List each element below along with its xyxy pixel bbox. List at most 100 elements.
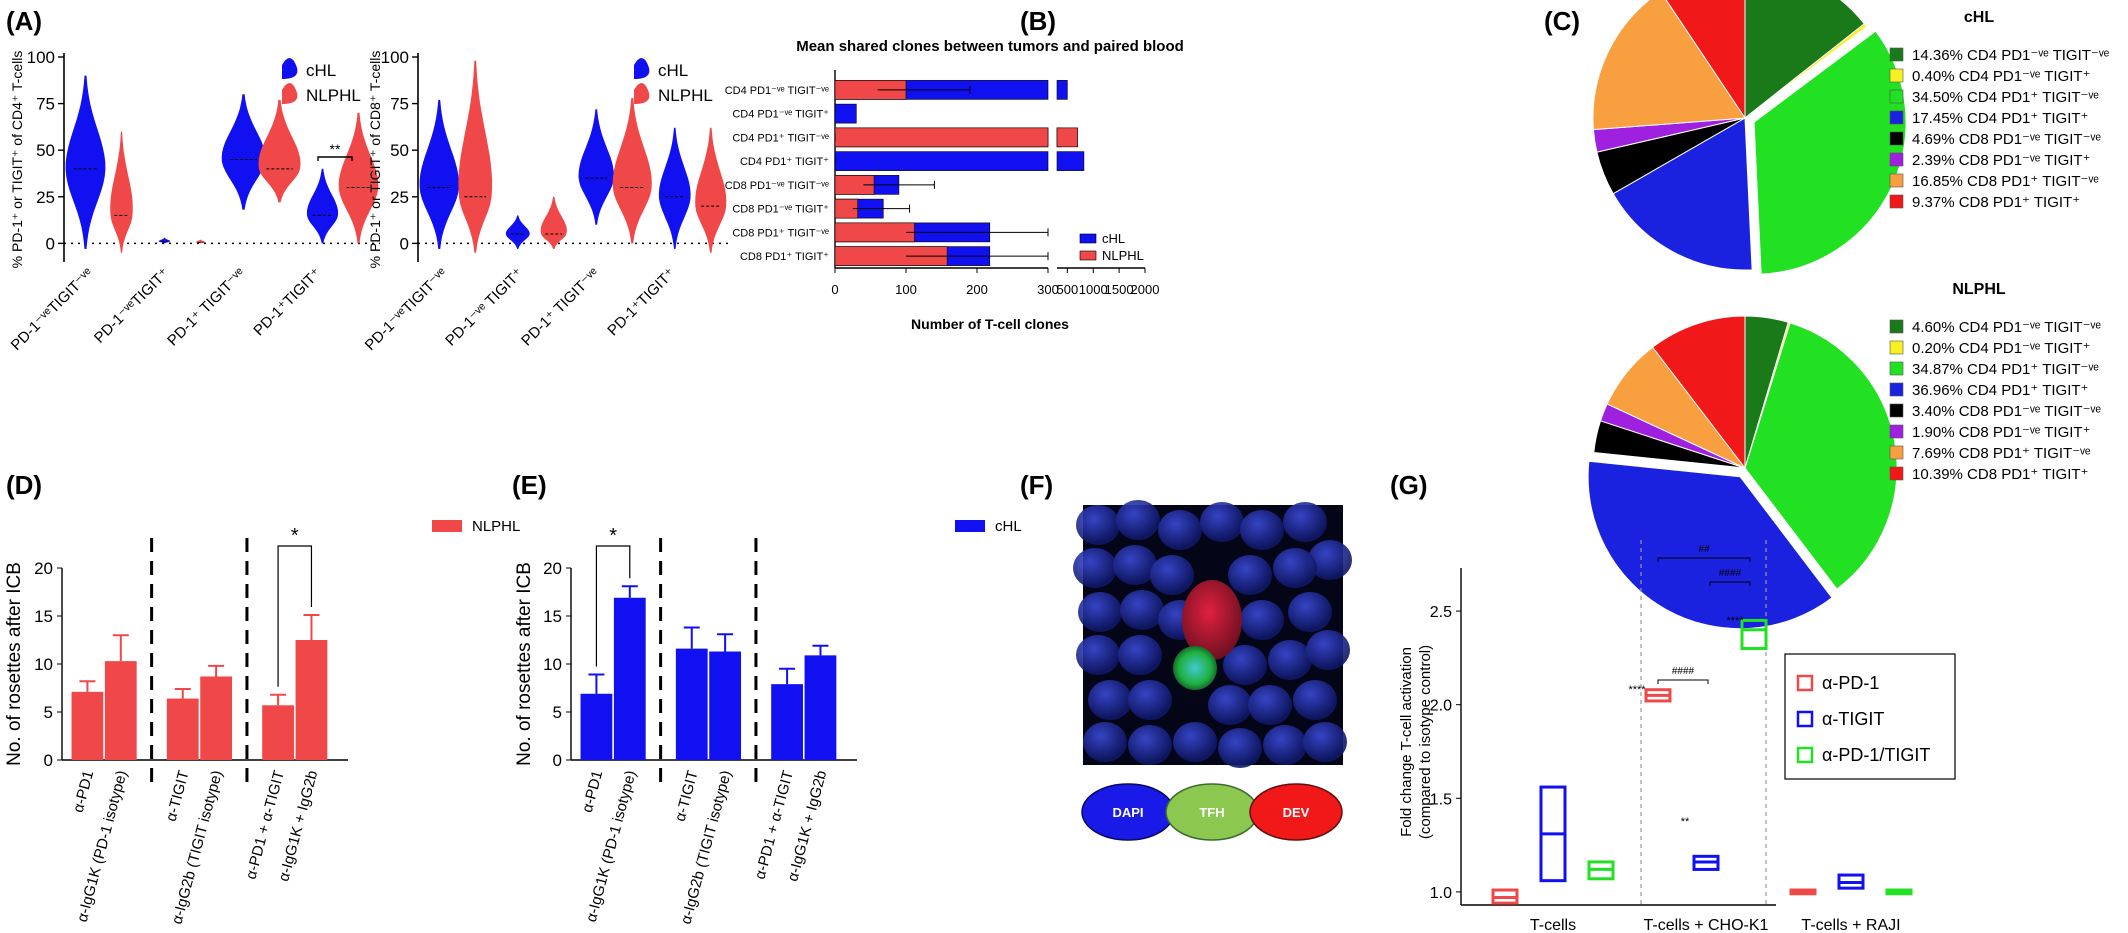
pie-legend-label: 3.40% CD8 PD1⁻ᵛᵉ TIGIT⁻ᵛᵉ (1912, 403, 2101, 420)
panel-a-cd8-violin: 0 25 50 75 100% PD-1⁺ or TIGIT⁺ of CD8⁺ T-ce… (362, 48, 732, 354)
legend-chl-swatch (634, 58, 650, 79)
x-tick-label: α-TIGIT (672, 769, 702, 824)
pie-legend-label: 14.36% CD4 PD1⁻ᵛᵉ TIGIT⁻ᵛᵉ (1912, 47, 2110, 64)
bar-chl (834, 151, 1049, 171)
dapi-nucleus (1283, 502, 1327, 542)
legend-chl-label: cHL (658, 61, 688, 80)
y-tick-label: CD4 PD1⁺ TIGIT⁺ (740, 156, 829, 168)
dapi-nucleus (1240, 510, 1284, 550)
significance-bracket (277, 545, 313, 687)
y-tick-label: CD8 PD1⁻ᵛᵉ TIGIT⁺ (732, 204, 829, 216)
y-tick-label: 2.5 (1430, 604, 1452, 621)
dapi-nucleus (1240, 600, 1284, 640)
y-tick-label: 20 (34, 559, 53, 578)
x-tick-label: 200 (966, 282, 988, 297)
dapi-nucleus (1173, 722, 1217, 762)
bar (613, 597, 646, 760)
pie-legend-label: 34.50% CD4 PD1⁺ TIGIT⁻ᵛᵉ (1912, 89, 2099, 106)
y-tick-label: 5 (553, 703, 562, 722)
bar-chl-break (1056, 80, 1068, 100)
y-tick-label: 2.0 (1430, 698, 1452, 715)
x-tick-label: 500 (1057, 282, 1079, 297)
legend-swatch (1796, 746, 1814, 764)
violin-chl (505, 215, 530, 249)
dapi-nucleus (1076, 635, 1120, 675)
legend-swatch (955, 520, 985, 532)
significance-bracket (595, 545, 631, 667)
dapi-nucleus (1076, 505, 1120, 545)
pie-title: cHL (1964, 9, 1994, 26)
dapi-nucleus (1073, 548, 1117, 588)
pie-slice (1651, 315, 1746, 470)
dev-legend-oval (1249, 783, 1343, 841)
x-tick-label: PD-1⁺TIGIT⁺ (250, 265, 324, 339)
dapi-nucleus (1200, 502, 1244, 542)
pie-legend-label: 10.39% CD8 PD1⁺ TIGIT⁺ (1912, 466, 2088, 483)
significance-bracket (317, 156, 353, 161)
pie-legend-label: 0.20% CD4 PD1⁻ᵛᵉ TIGIT⁺ (1912, 340, 2091, 357)
legend-swatch (1796, 674, 1814, 692)
violin-nlphl (258, 99, 301, 203)
legend-nlphl-label: NLPHL (1102, 248, 1144, 263)
pie-legend-label: 9.37% CD8 PD1⁺ TIGIT⁺ (1912, 194, 2080, 211)
significance-hash: ## (1698, 544, 1710, 555)
panel-letter-a: (A) (6, 6, 42, 36)
pie-legend-swatch (1889, 68, 1904, 83)
y-tick-label: 100 (27, 48, 55, 67)
panel-e-bar-chart: 0 5 10 15 20 No. of rosettes after ICB α-PD1 α-… (514, 518, 1022, 926)
pie-legend-label: 4.60% CD4 PD1⁻ᵛᵉ TIGIT⁻ᵛᵉ (1912, 319, 2101, 336)
panel-g-box-plot: 1.0 1.5 2.0 2.5 Fold change T-cell activatio… (1398, 540, 1956, 933)
y-tick-label: CD8 PD1⁻ᵛᵉ TIGIT⁻ᵛᵉ (725, 180, 829, 192)
panel-a-cd4-violin: 0 25 50 75 100% PD-1⁺ or TIGIT⁺ of CD4⁺ T-ce… (8, 48, 380, 354)
significance-hash: #### (1719, 568, 1742, 579)
significance-bracket (1657, 679, 1709, 684)
legend-chl-swatch (1079, 233, 1097, 244)
chart-title: Mean shared clones between tumors and pa… (796, 38, 1184, 55)
pie-legend-swatch (1889, 131, 1904, 146)
x-tick-label: PD-1⁻ᵛᵉTIGIT⁻ᵛᵉ (8, 265, 97, 354)
tfh-label: TFH (1199, 805, 1224, 820)
bar (104, 661, 137, 760)
panel-letter-b: (B) (1020, 6, 1056, 36)
y-tick-label: 75 (36, 95, 55, 114)
pie-legend-swatch (1889, 110, 1904, 125)
pie-slice (1587, 460, 1833, 630)
x-tick-label: T-cells + CHO-K1 (1644, 917, 1769, 933)
dapi-nucleus (1263, 725, 1307, 765)
x-tick-label: T-cells (1530, 917, 1576, 933)
significance-stars: **** (1726, 615, 1744, 627)
violin-chl (65, 75, 106, 249)
dapi-nucleus (1223, 645, 1267, 685)
legend-nlphl-label: NLPHL (306, 86, 361, 105)
dapi-label: DAPI (1112, 805, 1143, 820)
legend-label: cHL (995, 518, 1022, 535)
legend-label: α-PD-1/TIGIT (1822, 745, 1930, 765)
violin-nlphl (458, 60, 493, 253)
y-tick-label: 50 (36, 141, 55, 160)
pie-legend-swatch (1889, 361, 1904, 376)
y-tick-label: CD4 PD1⁻ᵛᵉ TIGIT⁺ (732, 109, 829, 121)
significance-stars: * (609, 525, 617, 547)
x-tick-label: α-PD1 (70, 769, 98, 815)
panel-f-microscopy: DAPI TFH DEV (1073, 500, 1352, 841)
y-axis-label: No. of rosettes after ICB (514, 562, 535, 766)
dev-label: DEV (1283, 805, 1310, 820)
y-tick-label: 10 (34, 655, 53, 674)
violin-nlphl (110, 131, 133, 253)
bar (804, 655, 837, 760)
dapi-nucleus (1158, 510, 1202, 550)
y-tick-label: CD8 PD1⁺ TIGIT⁺ (740, 251, 829, 263)
panel-letter-d: (D) (6, 470, 42, 500)
violin-nlphl (338, 112, 379, 244)
x-tick-label: PD-1⁺ TIGIT⁻ᵛᵉ (164, 265, 249, 350)
significance-stars: ** (330, 141, 341, 157)
x-axis-label: Number of T-cell clones (911, 316, 1069, 332)
dapi-nucleus (1288, 592, 1332, 632)
legend-chl-swatch (282, 58, 298, 79)
bar (262, 705, 294, 760)
bar (675, 648, 708, 760)
y-axis-label: % PD-1⁺ or TIGIT⁺ of CD4⁺ T-cells (9, 51, 25, 269)
pie-slice (1592, 0, 1746, 131)
violin-chl (221, 94, 266, 210)
bar-nlphl (834, 127, 1049, 148)
